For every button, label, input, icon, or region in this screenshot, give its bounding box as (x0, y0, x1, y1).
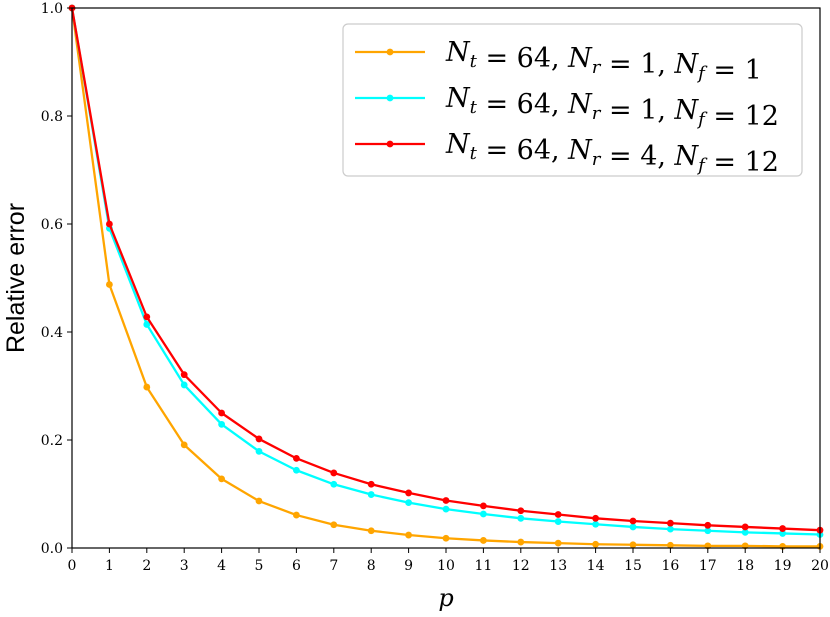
data-point (517, 514, 525, 522)
x-tick-label: 2 (142, 558, 151, 574)
data-point (255, 447, 263, 455)
data-point (517, 538, 525, 546)
y-tick-label: 1.0 (41, 1, 63, 17)
legend-entry-3: Nt = 64, Nr = 4, Nf = 12 (355, 129, 779, 178)
data-point (667, 541, 674, 549)
data-point (704, 521, 712, 529)
data-point (629, 523, 637, 531)
legend-box (342, 23, 803, 177)
data-point (667, 525, 674, 533)
data-point (255, 497, 263, 505)
legend-marker (386, 140, 394, 148)
x-tick-label: 8 (367, 558, 376, 574)
x-tick-label: 5 (255, 558, 264, 574)
legend-entry-1: Nt = 64, Nr = 1, Nf = 1 (355, 37, 762, 86)
data-point (330, 480, 338, 488)
data-point (442, 534, 450, 542)
data-point (704, 527, 712, 535)
series-3 (68, 4, 824, 534)
x-tick-label: 16 (661, 558, 679, 574)
x-ticks: 0 1 2 3 4 5 6 7 8 9 10 11 12 13 14 15 16 17 18 19 20 (68, 548, 829, 574)
data-point (554, 539, 562, 547)
data-point (741, 528, 749, 536)
data-point (405, 531, 412, 539)
x-tick-label: 13 (549, 558, 567, 574)
x-tick-label: 20 (811, 558, 829, 574)
x-axis-label: p (438, 584, 453, 612)
data-point (106, 281, 113, 288)
series-layer (68, 4, 824, 550)
data-point (592, 520, 599, 528)
data-point (667, 519, 674, 527)
y-tick-label: 0.8 (41, 109, 63, 125)
data-point (218, 409, 226, 417)
legend-label: Nt = 64, Nr = 1, Nf = 1 (445, 37, 762, 86)
x-tick-label: 7 (329, 558, 338, 574)
data-point (180, 381, 188, 389)
x-tick-label: 9 (404, 558, 413, 574)
data-point (330, 469, 338, 477)
x-tick-label: 10 (437, 558, 455, 574)
legend-label: Nt = 64, Nr = 4, Nf = 12 (445, 129, 779, 178)
legend-marker (386, 94, 394, 102)
x-tick-label: 6 (292, 558, 301, 574)
x-tick-label: 18 (736, 558, 754, 574)
data-point (629, 517, 637, 525)
data-point (293, 466, 300, 474)
data-point (480, 537, 487, 544)
data-point (442, 497, 450, 504)
y-tick-label: 0.6 (41, 217, 63, 233)
data-point (218, 420, 226, 428)
data-point (480, 502, 487, 510)
data-point (106, 220, 113, 228)
x-tick-label: 17 (699, 558, 717, 574)
data-point (367, 491, 375, 498)
x-tick-label: 15 (624, 558, 642, 574)
data-point (592, 514, 599, 522)
data-point (143, 321, 151, 328)
data-point (143, 383, 151, 391)
y-axis-label: Relative error (2, 203, 30, 353)
data-point (554, 511, 562, 518)
data-point (442, 505, 450, 513)
data-point (517, 507, 525, 515)
data-point (218, 475, 226, 483)
legend-entry-2: Nt = 64, Nr = 1, Nf = 12 (355, 83, 779, 132)
x-tick-label: 0 (68, 558, 77, 574)
data-point (779, 530, 786, 537)
data-point (741, 523, 749, 531)
data-point (592, 540, 599, 548)
data-point (405, 499, 412, 507)
x-tick-label: 1 (105, 558, 114, 574)
x-tick-label: 4 (217, 558, 226, 574)
legend-label: Nt = 64, Nr = 1, Nf = 12 (445, 83, 779, 132)
legend: Nt = 64, Nr = 1, Nf = 1Nt = 64, Nr = 1, … (342, 23, 803, 178)
data-point (405, 489, 412, 497)
data-point (367, 480, 375, 488)
data-point (293, 511, 300, 519)
y-ticks: 0.0 0.2 0.4 0.6 0.8 1.0 (41, 1, 72, 557)
y-tick-label: 0.0 (41, 541, 63, 557)
data-point (180, 371, 188, 379)
data-point (293, 454, 300, 462)
x-tick-label: 11 (474, 558, 492, 574)
data-point (180, 441, 188, 449)
x-tick-label: 12 (512, 558, 530, 574)
x-tick-label: 14 (587, 558, 605, 574)
series-2 (68, 4, 824, 538)
x-tick-label: 19 (774, 558, 792, 574)
data-point (255, 435, 263, 443)
data-point (367, 527, 375, 535)
data-point (779, 525, 786, 532)
data-point (629, 541, 637, 549)
data-point (480, 510, 487, 518)
legend-marker (386, 48, 394, 56)
x-tick-label: 3 (180, 558, 189, 574)
data-point (143, 313, 151, 321)
data-point (330, 521, 338, 529)
data-point (554, 518, 562, 525)
y-tick-label: 0.4 (41, 325, 63, 341)
y-tick-label: 0.2 (41, 433, 63, 449)
